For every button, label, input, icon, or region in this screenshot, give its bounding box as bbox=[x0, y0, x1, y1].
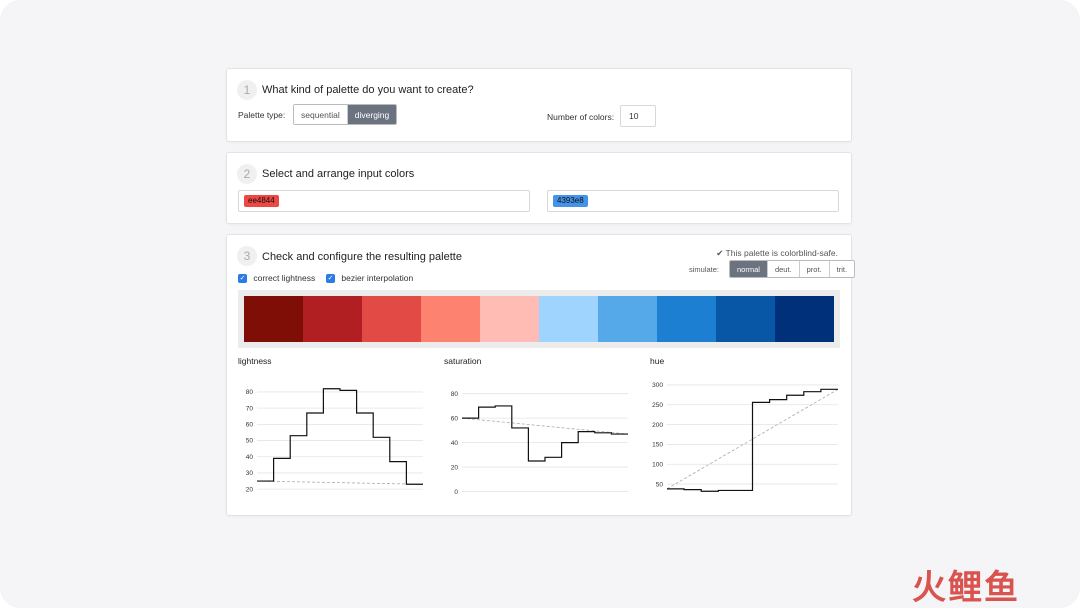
correct-lightness-option[interactable]: ✓ correct lightness bbox=[238, 273, 316, 284]
step-number-3: 3 bbox=[237, 246, 257, 266]
check-icon: ✔ bbox=[716, 248, 724, 258]
num-colors-value: 10 bbox=[629, 111, 639, 121]
result-palette-card: 3 Check and configure the resulting pale… bbox=[226, 234, 856, 516]
palette-type-label: Palette type: bbox=[238, 110, 286, 120]
y-tick-label: 250 bbox=[652, 402, 663, 409]
watermark-logo: 火鲤鱼 bbox=[912, 569, 1020, 607]
saturation-chart-title: saturation bbox=[444, 356, 482, 366]
simulate-toggle: normal deut. prot. trit. bbox=[729, 260, 856, 278]
y-tick-label: 20 bbox=[246, 486, 254, 493]
y-tick-label: 100 bbox=[652, 461, 663, 468]
simulate-deut-button[interactable]: deut. bbox=[767, 261, 800, 277]
colorblind-safe-text: This palette is colorblind-safe. bbox=[725, 248, 838, 258]
simulate-trit-button[interactable]: trit. bbox=[829, 261, 855, 277]
palette-type-diverging-button[interactable]: diverging bbox=[347, 105, 397, 124]
colorblind-safe-status: ✔ This palette is colorblind-safe. bbox=[716, 248, 838, 259]
lightness-step-line bbox=[257, 388, 423, 485]
palette-preview bbox=[238, 290, 840, 348]
step-3-title: Check and configure the resulting palett… bbox=[262, 251, 462, 263]
palette-type-card: 1 What kind of palette do you want to cr… bbox=[226, 68, 852, 142]
bezier-interpolation-label: bezier interpolation bbox=[341, 273, 414, 283]
right-colors-input[interactable]: 4393e8 bbox=[547, 190, 839, 212]
input-colors-card: 2 Select and arrange input colors ee4844… bbox=[226, 152, 852, 224]
y-tick-label: 50 bbox=[246, 438, 254, 445]
interpolation-guide-line bbox=[256, 480, 424, 485]
step-number-1: 1 bbox=[237, 80, 257, 100]
lightness-chart: 20 30 40 50 60 70 80 bbox=[246, 388, 424, 493]
left-color-chip[interactable]: ee4844 bbox=[244, 195, 279, 207]
correct-lightness-checkbox[interactable]: ✓ bbox=[238, 274, 247, 284]
y-tick-label: 40 bbox=[451, 440, 459, 447]
palette-swatch-1 bbox=[244, 296, 303, 342]
palette-swatch-4 bbox=[421, 296, 480, 342]
hue-chart: 50 100 150 200 250 300 bbox=[652, 382, 839, 492]
y-tick-label: 20 bbox=[451, 464, 459, 471]
palette-swatch-2 bbox=[303, 296, 362, 342]
palette-swatch-8 bbox=[657, 296, 716, 342]
y-tick-label: 0 bbox=[454, 489, 458, 496]
y-tick-label: 80 bbox=[246, 389, 254, 396]
palette-swatch-10 bbox=[775, 296, 834, 342]
lightness-chart-title: lightness bbox=[238, 356, 272, 366]
y-tick-label: 40 bbox=[246, 454, 254, 461]
palette-swatch-6 bbox=[539, 296, 598, 342]
right-color-chip[interactable]: 4393e8 bbox=[553, 195, 588, 207]
palette-swatch-7 bbox=[598, 296, 657, 342]
y-tick-label: 80 bbox=[451, 391, 459, 398]
palette-swatches bbox=[244, 296, 834, 342]
simulate-normal-button[interactable]: normal bbox=[730, 261, 768, 277]
y-tick-label: 150 bbox=[652, 442, 663, 449]
bezier-interpolation-checkbox[interactable]: ✓ bbox=[326, 274, 335, 284]
y-tick-label: 30 bbox=[246, 470, 254, 477]
interpolation-guide-line bbox=[461, 417, 629, 435]
saturation-chart: 0 20 40 60 80 bbox=[451, 391, 629, 496]
palette-swatch-3 bbox=[362, 296, 421, 342]
y-tick-label: 60 bbox=[246, 422, 254, 429]
left-colors-input[interactable]: ee4844 bbox=[238, 190, 530, 212]
palette-type-sequential-button[interactable]: sequential bbox=[294, 105, 348, 124]
interpolation-guide-line bbox=[666, 388, 839, 490]
correct-lightness-label: correct lightness bbox=[253, 273, 316, 283]
y-tick-label: 200 bbox=[652, 422, 663, 429]
num-colors-label: Number of colors: bbox=[547, 112, 615, 122]
simulate-label: simulate: bbox=[689, 265, 720, 274]
y-tick-label: 50 bbox=[656, 481, 664, 488]
y-tick-label: 70 bbox=[246, 405, 254, 412]
palette-swatch-9 bbox=[716, 296, 775, 342]
num-colors-input[interactable]: 10 bbox=[620, 105, 656, 127]
palette-swatch-5 bbox=[480, 296, 539, 342]
hue-step-line bbox=[667, 388, 838, 492]
bezier-option[interactable]: ✓ bezier interpolation bbox=[326, 273, 414, 284]
step-1-title: What kind of palette do you want to crea… bbox=[262, 84, 474, 96]
simulate-prot-button[interactable]: prot. bbox=[799, 261, 830, 277]
y-tick-label: 60 bbox=[451, 415, 459, 422]
hue-chart-title: hue bbox=[650, 356, 665, 366]
y-tick-label: 300 bbox=[652, 382, 663, 389]
saturation-step-line bbox=[462, 405, 628, 462]
step-number-2: 2 bbox=[237, 164, 257, 184]
palette-type-toggle: sequential diverging bbox=[293, 104, 398, 125]
step-2-title: Select and arrange input colors bbox=[262, 168, 415, 180]
